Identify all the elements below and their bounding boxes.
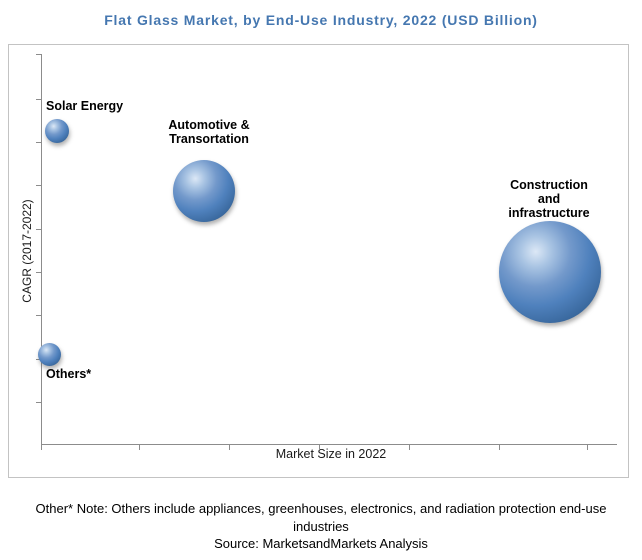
y-axis-tick (36, 229, 41, 230)
bubble-others (37, 342, 61, 366)
x-axis-tick (229, 445, 230, 450)
bubble-label-automotive-transportation: Automotive & Transortation (168, 118, 250, 146)
bubble-label-solar-energy: Solar Energy (46, 99, 124, 113)
bubble-construction-infrastructure (499, 221, 601, 323)
y-axis-tick (36, 54, 41, 55)
x-axis-tick (409, 445, 410, 450)
chart-title: Flat Glass Market, by End-Use Industry, … (104, 12, 538, 28)
footnote-line-2: industries (293, 518, 349, 534)
bubble-solar-energy (45, 119, 69, 143)
footer-notes: Other* Note: Others include appliances, … (0, 500, 642, 553)
bubble-automotive-transportation (173, 160, 235, 222)
x-axis-tick (587, 445, 588, 450)
y-axis-tick (36, 315, 41, 316)
y-axis-title: CAGR (2017-2022) (20, 199, 34, 303)
x-axis-tick (41, 445, 42, 450)
x-axis-title: Market Size in 2022 (275, 447, 387, 461)
x-axis-line (41, 444, 617, 445)
x-axis-tick (319, 445, 320, 450)
y-axis-tick (36, 142, 41, 143)
x-axis-tick (139, 445, 140, 450)
x-axis-tick (499, 445, 500, 450)
footnote-line-1: Other* Note: Others include appliances, … (35, 501, 607, 516)
y-axis-tick (36, 185, 41, 186)
bubble-label-construction-infrastructure: Construction and infrastructure (508, 178, 590, 220)
source-note: Source: MarketsandMarkets Analysis (214, 536, 428, 551)
y-axis-tick (36, 99, 41, 100)
y-axis-tick (36, 272, 41, 273)
y-axis-tick (36, 402, 41, 403)
y-axis-line (41, 54, 42, 445)
plot-area: CAGR (2017-2022) Market Size in 2022 Sol… (8, 44, 629, 478)
bubble-label-others: Others* (46, 367, 92, 381)
